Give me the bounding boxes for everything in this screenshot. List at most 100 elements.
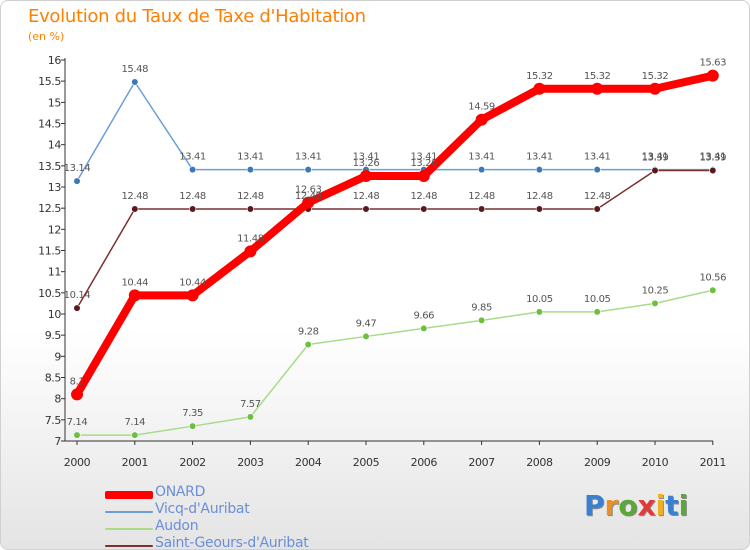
data-label: 13.39	[699, 152, 726, 163]
data-point	[362, 205, 370, 213]
data-label: 7.14	[124, 417, 145, 428]
data-label: 10.25	[642, 285, 669, 296]
y-tick-label: 7.5	[45, 414, 62, 427]
chart-series	[71, 69, 719, 439]
data-point	[71, 388, 83, 401]
data-label: 13.39	[642, 152, 669, 163]
x-tick-label: 2011	[700, 456, 726, 469]
y-tick-label: 10.5	[38, 287, 61, 300]
data-point	[535, 166, 544, 174]
legend-label: Saint-Geours-d'Auribat	[155, 535, 309, 550]
data-label: 10.05	[526, 294, 553, 305]
data-point	[189, 166, 197, 174]
data-label: 12.48	[410, 191, 437, 202]
y-tick-label: 7	[54, 435, 61, 448]
x-tick-label: 2001	[122, 456, 148, 469]
y-tick-label: 9.5	[45, 329, 62, 342]
y-tick-label: 8	[54, 393, 61, 406]
data-label: 13.14	[64, 163, 91, 174]
data-point	[304, 166, 312, 174]
data-point	[131, 78, 139, 86]
series-line-2	[76, 289, 714, 436]
data-label: 13.41	[468, 152, 495, 163]
y-tick-label: 15.5	[38, 75, 61, 88]
data-point	[593, 205, 601, 213]
data-point	[73, 304, 81, 312]
data-label: 9.47	[356, 318, 377, 329]
data-point	[706, 69, 719, 82]
y-tick-label: 11.5	[38, 245, 61, 258]
data-label: 13.41	[179, 152, 206, 163]
chart-title: Evolution du Taux de Taxe d'Habitation	[28, 6, 366, 27]
data-point	[593, 166, 601, 174]
data-label: 13.26	[410, 158, 437, 169]
logo-letter: i	[655, 489, 666, 522]
data-label: 10.44	[121, 277, 148, 288]
x-tick-label: 2008	[526, 456, 553, 469]
x-tick-label: 2006	[411, 456, 438, 469]
data-label: 12.48	[468, 191, 495, 202]
data-label: 13.41	[584, 152, 611, 163]
data-label: 10.14	[64, 290, 91, 301]
data-label: 7.35	[182, 408, 203, 419]
data-label: 9.85	[471, 302, 492, 313]
x-tick-label: 2010	[642, 456, 669, 469]
logo-letter: r	[604, 489, 619, 522]
data-label: 12.48	[237, 191, 264, 202]
data-point	[475, 113, 488, 126]
legend-swatch	[105, 528, 153, 530]
data-label: 15.48	[121, 64, 148, 75]
data-point	[360, 169, 372, 182]
data-point	[478, 166, 486, 174]
logo-letter: o	[618, 489, 638, 522]
data-point	[189, 422, 197, 430]
data-point	[709, 286, 717, 294]
data-point	[246, 205, 254, 213]
data-label: 12.48	[121, 191, 148, 202]
data-label: 13.41	[237, 152, 264, 163]
data-label: 10.56	[699, 272, 726, 283]
data-point	[131, 431, 139, 439]
data-point	[709, 166, 717, 175]
y-tick-label: 15	[48, 96, 62, 109]
data-label: 11.48	[237, 233, 264, 244]
x-tick-label: 2009	[584, 456, 611, 469]
data-label: 13.41	[295, 152, 322, 163]
data-label: 7.14	[67, 417, 88, 428]
data-point	[651, 166, 659, 175]
series-line-3	[76, 169, 714, 309]
x-tick-label: 2002	[179, 456, 205, 469]
x-tick-label: 2003	[237, 456, 264, 469]
data-label: 13.26	[353, 158, 380, 169]
data-point	[478, 316, 486, 324]
data-point	[246, 413, 254, 421]
data-label: 13.41	[526, 152, 553, 163]
legend-swatch	[105, 545, 153, 547]
x-tick-label: 2005	[353, 456, 380, 469]
data-point	[302, 196, 315, 209]
x-tick-label: 2000	[64, 456, 91, 469]
proxiti-logo: Proxiti	[584, 489, 688, 522]
y-tick-label: 9	[54, 350, 61, 363]
legend-label: Audon	[155, 518, 199, 534]
data-point	[533, 82, 546, 95]
data-point	[244, 245, 257, 258]
data-point	[591, 82, 604, 95]
y-tick-label: 16	[48, 54, 62, 67]
data-point	[420, 205, 428, 213]
data-label: 12.48	[295, 191, 322, 202]
logo-letter: i	[678, 489, 689, 522]
data-label: 13.41	[353, 152, 380, 163]
chart-subtitle: (en %)	[28, 30, 65, 43]
data-label: 8.1	[70, 376, 85, 387]
series-line-1	[76, 81, 714, 182]
data-point	[128, 289, 141, 302]
data-label: 10.05	[584, 294, 611, 305]
y-tick-label: 12.5	[38, 202, 61, 215]
chart-axes: 7 7.5 8 8.5 9 9.5 10 10.5 11 11.5 12 12.5 13 13.5 14 14…	[38, 54, 726, 469]
legend-label: ONARD	[155, 484, 206, 500]
data-point	[535, 308, 544, 316]
data-point	[535, 205, 544, 213]
y-tick-label: 11	[48, 266, 61, 279]
